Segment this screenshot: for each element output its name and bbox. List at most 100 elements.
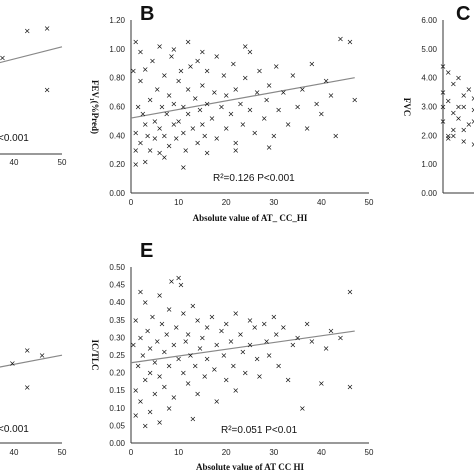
data-point: × — [445, 97, 452, 106]
data-point: × — [151, 358, 158, 367]
panel-c: C 0.001.002.003.004.005.006.00 FVC ×××××… — [402, 3, 474, 198]
x-axis-label: Absolute value of AT CC HI — [196, 462, 304, 472]
data-point: × — [465, 85, 472, 94]
data-point: × — [185, 38, 192, 47]
data-point: × — [450, 131, 457, 140]
stats-text: R²=0.126 P<0.001 — [213, 173, 295, 184]
data-point: × — [156, 42, 163, 51]
data-point: × — [168, 277, 175, 286]
x-tick-label: 0 — [129, 448, 134, 457]
data-point: × — [190, 124, 197, 133]
data-point: × — [280, 88, 287, 97]
data-point: × — [270, 131, 277, 140]
panel-letter: C — [456, 3, 470, 25]
y-tick-label: 4.00 — [421, 74, 437, 83]
y-tick-label: 0.00 — [421, 189, 437, 198]
data-point: × — [228, 110, 235, 119]
data-point: × — [132, 316, 139, 325]
data-point: × — [135, 103, 142, 112]
data-point: × — [149, 56, 156, 65]
data-point: × — [455, 103, 462, 112]
data-point: × — [460, 126, 467, 135]
data-point: × — [44, 24, 51, 33]
x-tick-label: 50 — [365, 198, 374, 207]
data-point: × — [247, 316, 254, 325]
data-point: × — [187, 62, 194, 71]
data-point: × — [147, 146, 154, 155]
y-tick-label: 0.30 — [109, 333, 125, 342]
data-point: × — [199, 48, 206, 57]
data-point: × — [294, 333, 301, 342]
y-tick-label: 0.20 — [109, 369, 125, 378]
data-point: × — [270, 312, 277, 321]
data-point: × — [147, 95, 154, 104]
data-point: × — [211, 365, 218, 374]
data-point: × — [232, 386, 239, 395]
y-tick-label: 0.25 — [109, 351, 125, 360]
data-point: × — [273, 330, 280, 339]
y-tick-label: 0.00 — [109, 439, 125, 448]
data-point: × — [299, 85, 306, 94]
x-axis-label: Absolute value of AT_ CC_HI — [193, 213, 308, 223]
data-point: × — [232, 85, 239, 94]
data-point: × — [180, 103, 187, 112]
data-point: × — [263, 337, 270, 346]
data-point: × — [232, 146, 239, 155]
data-point: × — [0, 357, 1, 366]
data-point: × — [132, 411, 139, 420]
data-point: × — [304, 124, 311, 133]
data-point: × — [201, 131, 208, 140]
data-point: × — [147, 369, 154, 378]
panel-e: E 0.000.050.100.150.200.250.300.350.400.… — [90, 240, 374, 472]
data-point: × — [199, 333, 206, 342]
y-tick-label: 1.20 — [109, 16, 125, 25]
trend-line — [130, 330, 355, 364]
stats-text: <0.001 — [0, 424, 29, 435]
y-tick-label: 0.20 — [109, 160, 125, 169]
data-point: × — [304, 319, 311, 328]
data-point: × — [154, 337, 161, 346]
data-point: × — [156, 372, 163, 381]
data-point: × — [135, 362, 142, 371]
data-point: × — [166, 305, 173, 314]
y-axis-label: FEV₁(%Pred) — [90, 80, 100, 134]
panel-d: 40 50 <0.001 ××××××× — [0, 346, 67, 457]
data-point: × — [194, 316, 201, 325]
data-point: × — [173, 323, 180, 332]
data-point: × — [440, 103, 447, 112]
data-point: × — [151, 390, 158, 399]
data-point: × — [166, 404, 173, 413]
data-point: × — [275, 362, 282, 371]
x-tick-labels: 0 10 20 30 40 50 — [129, 448, 374, 457]
data-point: × — [328, 91, 335, 100]
data-point: × — [218, 103, 225, 112]
data-point: × — [280, 323, 287, 332]
data-point: × — [273, 62, 280, 71]
data-point: × — [445, 134, 452, 143]
y-tick-label: 0.05 — [109, 421, 125, 430]
data-point: × — [347, 38, 354, 47]
data-point: × — [471, 140, 474, 149]
x-tick-label: 50 — [365, 448, 374, 457]
data-point: × — [242, 42, 249, 51]
panel-b: B 0.00 0.20 0.40 0.60 0.80 1.00 1.20 0 10 20 30 40… — [90, 3, 374, 223]
data-point: × — [173, 134, 180, 143]
data-point: × — [187, 351, 194, 360]
data-point: × — [223, 91, 230, 100]
data-point: × — [199, 81, 206, 90]
data-point: × — [147, 344, 154, 353]
data-point: × — [182, 337, 189, 346]
data-point: × — [170, 340, 177, 349]
data-point: × — [24, 383, 31, 392]
data-point: × — [247, 340, 254, 349]
scatter-points: ××××××××××××××××××××××××× — [440, 62, 474, 149]
data-point: × — [180, 369, 187, 378]
data-point: × — [232, 309, 239, 318]
data-point: × — [204, 100, 211, 109]
trend-line — [0, 46, 63, 64]
y-tick-label: 2.00 — [421, 131, 437, 140]
data-point: × — [223, 319, 230, 328]
y-tick-label: 1.00 — [421, 160, 437, 169]
data-point: × — [294, 103, 301, 112]
